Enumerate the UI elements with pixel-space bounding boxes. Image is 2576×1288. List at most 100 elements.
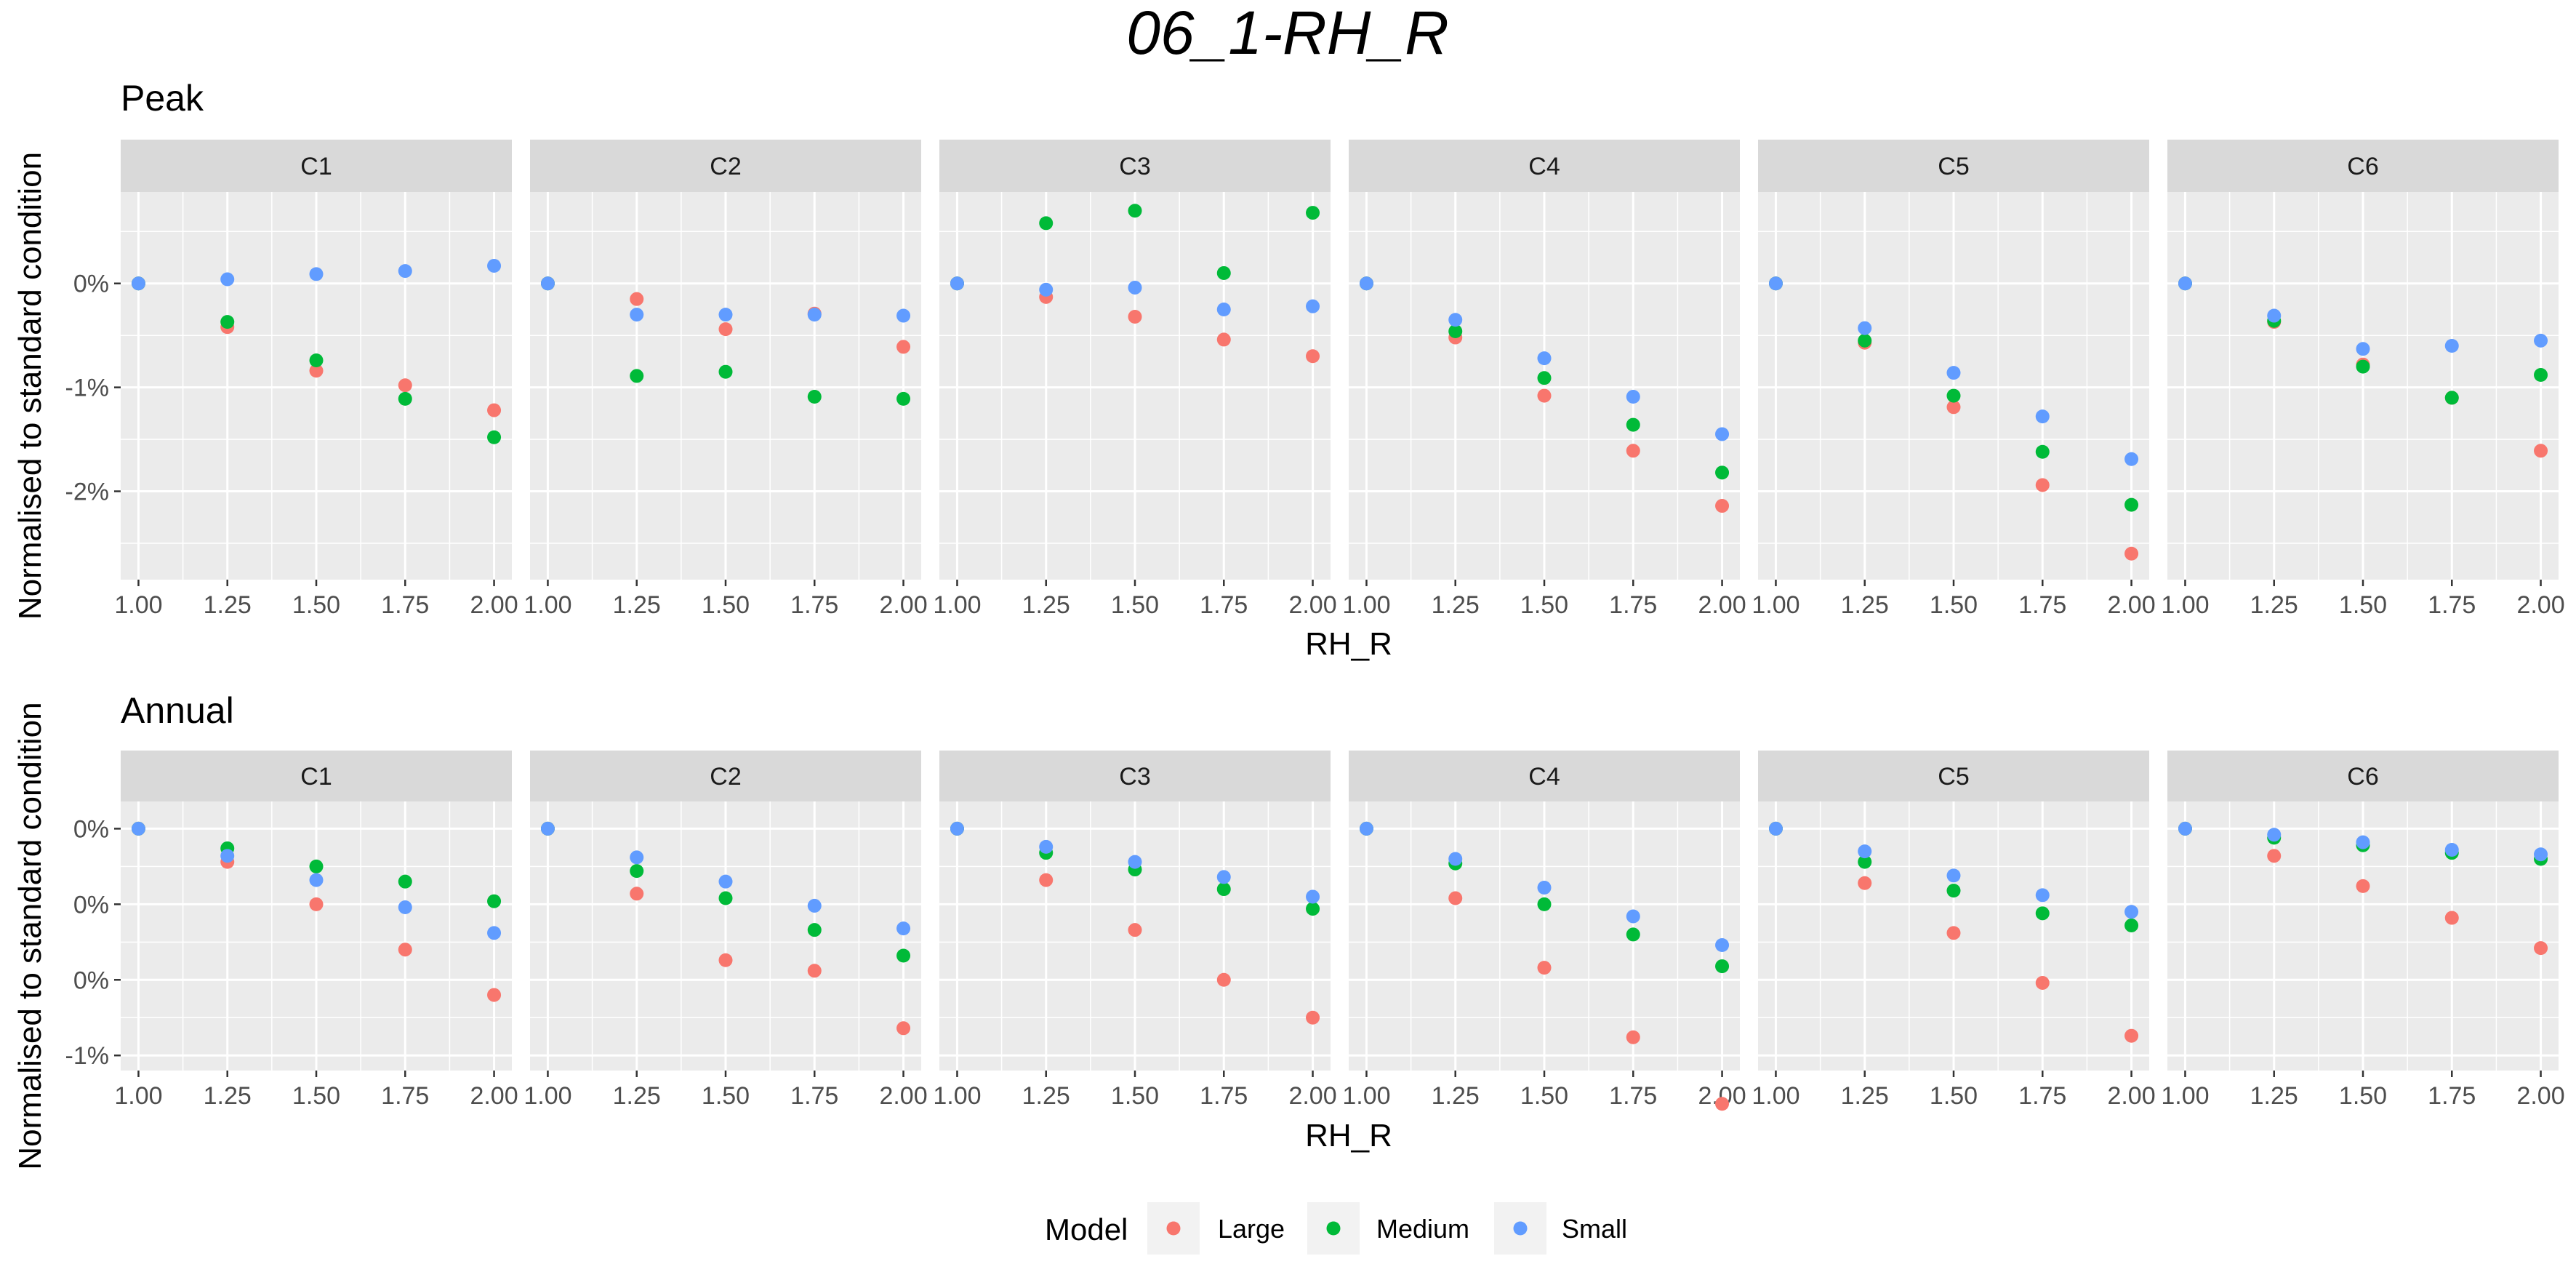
x-tick-label: 1.50	[292, 591, 340, 619]
point-small	[2534, 333, 2548, 348]
point-medium	[896, 948, 911, 963]
point-small	[2267, 828, 2282, 842]
point-large	[398, 378, 412, 393]
point-small	[309, 267, 324, 281]
point-small	[1768, 276, 1783, 291]
point-large	[1537, 388, 1552, 403]
x-tick-label: 2.00	[2516, 1082, 2564, 1110]
point-small	[1216, 870, 1231, 884]
x-tick-label: 1.75	[381, 591, 429, 619]
point-small	[1946, 366, 1961, 380]
point-small	[540, 821, 555, 836]
facet-strip-label: C5	[1938, 763, 1969, 791]
point-medium	[2124, 918, 2139, 932]
x-tick-label: 1.25	[613, 1082, 661, 1110]
point-small	[1537, 351, 1552, 366]
x-tick-label: 1.50	[1930, 1082, 1978, 1110]
point-large	[487, 403, 502, 417]
x-tick-label: 1.75	[1609, 1082, 1657, 1110]
x-tick-label: 1.75	[1200, 591, 1248, 619]
legend-label-large: Large	[1218, 1214, 1285, 1244]
x-tick-label: 2.00	[470, 591, 518, 619]
point-small	[718, 308, 733, 322]
y-tick-label: 0%	[73, 891, 109, 919]
point-small	[220, 272, 235, 287]
point-medium	[2035, 444, 2050, 459]
chart-title: 06_1-RH_R	[1126, 0, 1449, 67]
x-tick-label: 1.25	[1432, 1082, 1480, 1110]
facet-strip	[1349, 751, 1740, 801]
point-medium	[1715, 465, 1730, 480]
y-axis-title: Normalised to standard condition	[12, 702, 48, 1169]
x-tick-label: 1.25	[1432, 591, 1480, 619]
point-small	[398, 264, 412, 279]
point-large	[1626, 1030, 1640, 1044]
facet-strip	[2167, 140, 2559, 192]
point-large	[487, 988, 502, 1002]
x-tick-label: 1.50	[1111, 591, 1159, 619]
point-medium	[1128, 204, 1142, 218]
point-small	[540, 276, 555, 291]
point-large	[1858, 876, 1872, 890]
point-large	[398, 943, 412, 957]
point-small	[2356, 342, 2370, 356]
x-tick-label: 1.25	[1022, 1082, 1070, 1110]
facet-strip	[530, 140, 921, 192]
point-medium	[309, 353, 324, 367]
point-large	[1537, 961, 1552, 975]
x-tick-label: 1.25	[2250, 1082, 2298, 1110]
x-tick-label: 1.50	[2339, 1082, 2387, 1110]
facet-c3: C3 1.00 1.25 1.50 1.75 2.00	[933, 140, 1337, 619]
row-annual: Annual Normalised to standard condition 0%…	[12, 690, 2565, 1170]
y-tick-label: 0%	[73, 815, 109, 843]
point-large	[1715, 1097, 1730, 1111]
point-small	[309, 873, 324, 887]
x-tick-label: 1.25	[613, 591, 661, 619]
x-tick-label: 1.25	[1841, 1082, 1889, 1110]
x-tick-label: 1.75	[2018, 1082, 2066, 1110]
x-tick-label: 1.75	[2018, 591, 2066, 619]
facet-strip-label: C6	[2347, 763, 2378, 791]
legend-marker-large	[1166, 1221, 1181, 1236]
point-large	[630, 292, 644, 306]
x-tick-label: 1.50	[1930, 591, 1978, 619]
point-small	[398, 900, 412, 915]
point-medium	[1216, 882, 1231, 897]
point-medium	[2444, 391, 2459, 405]
x-tick-label: 1.00	[1342, 1082, 1390, 1110]
point-small	[896, 921, 911, 936]
point-small	[1216, 302, 1231, 316]
point-small	[2178, 276, 2192, 291]
point-medium	[896, 391, 911, 406]
point-medium	[1216, 265, 1231, 280]
point-small	[2534, 847, 2548, 862]
row-title: Annual	[121, 690, 234, 731]
x-tick-label: 1.50	[1111, 1082, 1159, 1110]
point-medium	[487, 430, 502, 444]
facet-c4: C41.00 1.25 1.50 1.75 2.00	[1342, 751, 1746, 1111]
y-axis-title: Normalised to standard condition	[12, 152, 48, 620]
x-tick-label: 1.25	[2250, 591, 2298, 619]
x-tick-label: 1.00	[933, 591, 981, 619]
point-medium	[1715, 959, 1730, 974]
facet-strip	[530, 751, 921, 801]
point-small	[718, 874, 733, 889]
x-tick-label: 1.75	[381, 1082, 429, 1110]
point-medium	[398, 391, 412, 406]
facet-c1: C1 1.00 1.25 1.50 1.75 2.00	[114, 140, 518, 619]
x-axis-title: RH_R	[1305, 1118, 1392, 1153]
facet-strip-label: C4	[1528, 153, 1560, 180]
point-small	[1128, 855, 1142, 869]
point-large	[2124, 1028, 2139, 1043]
point-medium	[2035, 906, 2050, 921]
facet-strip-label: C3	[1119, 763, 1150, 791]
point-medium	[1306, 902, 1320, 916]
x-tick-label: 1.50	[702, 1082, 750, 1110]
point-large	[896, 1021, 911, 1036]
point-large	[1216, 972, 1231, 987]
facet-strip	[939, 140, 1331, 192]
x-tick-label: 1.25	[204, 591, 252, 619]
point-large	[2124, 546, 2139, 561]
x-tick-label: 1.75	[2428, 591, 2476, 619]
facet-c5: C5 1.00 1.25 1.50 1.75 2.00	[1752, 140, 2156, 619]
